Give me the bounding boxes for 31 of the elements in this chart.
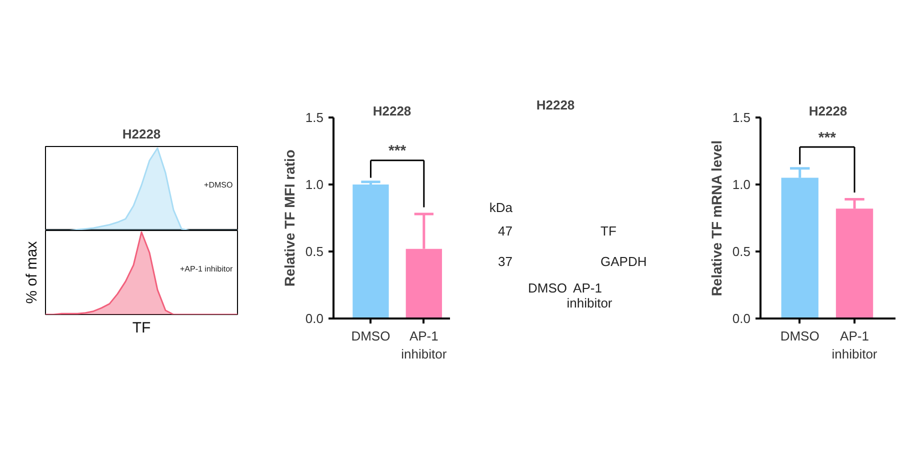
annotation: +DMSO [204,180,233,190]
x-tick-label: AP-1 inhibitor [832,328,878,362]
chart-title: H2228 [808,104,848,118]
y-tick-label: 0.0 [732,311,751,326]
text: 47 [498,223,513,238]
chart-title: H2228 [122,126,161,142]
text: 37 [498,254,513,269]
text: GAPDH [600,254,647,269]
y-tick-label: 0.5 [305,244,324,259]
annotation: *** [818,129,836,146]
text: kDa [489,200,514,215]
x-tick-label: DMSO [780,328,820,344]
y-tick-label: 0.5 [732,244,751,259]
category-label: DMSO [528,280,567,296]
x-axis-title: TF [132,320,151,336]
y-tick-label: 1.5 [305,110,324,125]
y-axis-title: Relative TF mRNA level [708,140,724,296]
x-tick-label: AP-1 inhibitor [401,328,448,362]
text: TF [600,223,616,238]
annotation: +AP-1 inhibitor [180,264,234,274]
y-tick-label: 1.0 [305,177,324,192]
y-tick-label: 1.5 [732,110,751,125]
y-tick-label: 0.0 [305,311,324,326]
y-tick-label: 1.0 [732,177,751,192]
y-axis-title: Relative TF MFI ratio [281,150,298,286]
text: H2228 [536,98,575,112]
annotation: *** [388,142,406,160]
x-tick-label: DMSO [351,328,390,344]
category-label: AP-1 inhibitor [566,280,613,310]
chart-title: H2228 [372,104,412,118]
y-axis-title: % of max [24,240,40,304]
